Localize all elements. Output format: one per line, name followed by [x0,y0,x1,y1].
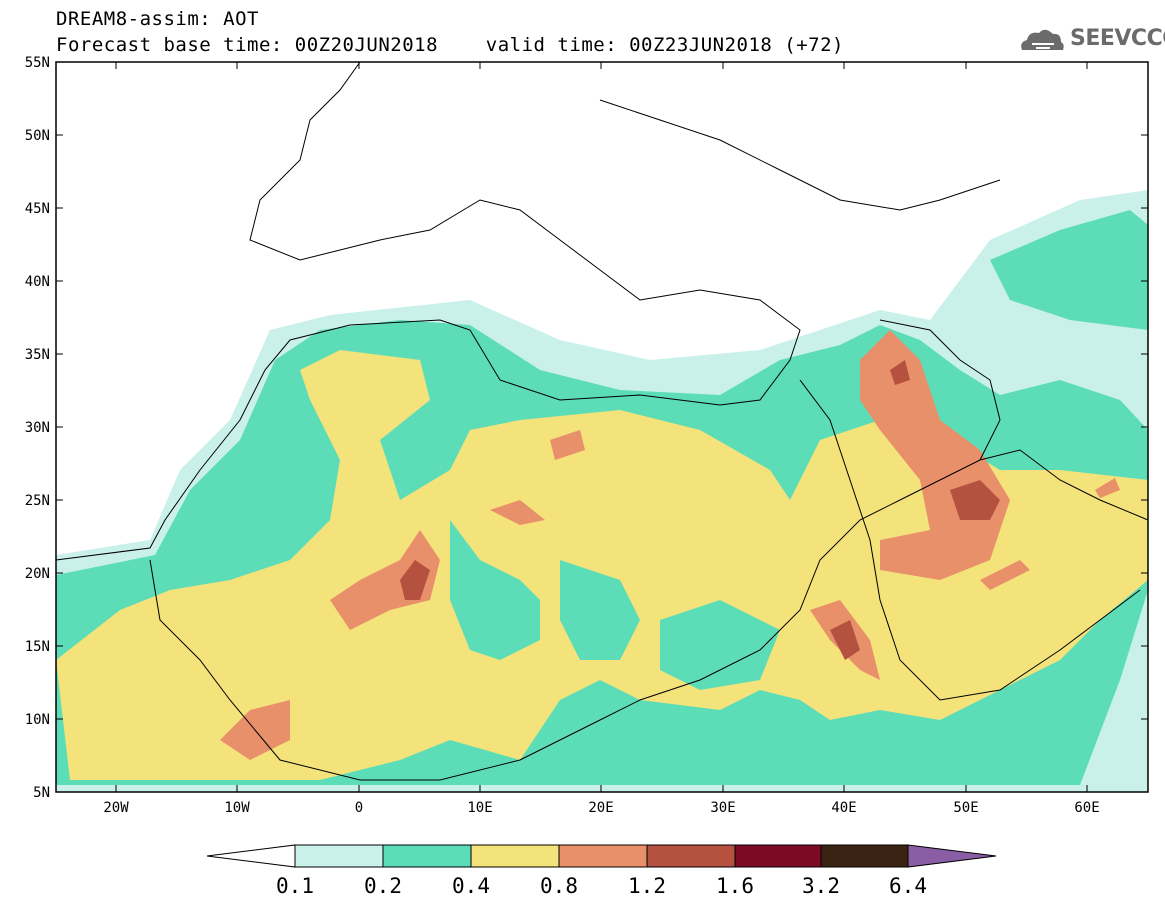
lon-tick-label: 30E [710,800,735,816]
lat-tick-label: 50N [25,128,50,144]
lat-tick-label: 40N [25,274,50,290]
forecast-time-subtitle: Forecast base time: 00Z20JUN2018 valid t… [56,34,844,56]
lat-tick-label: 15N [25,639,50,655]
lon-tick-label: 20E [588,800,613,816]
lon-tick-label: 40E [831,800,856,816]
lon-tick-label: 0 [355,800,363,816]
colorbar-swatch [820,844,909,868]
map-title: DREAM8-assim: AOT [56,8,259,30]
lat-tick-label: 20N [25,566,50,582]
lon-tick-label: 10W [224,800,250,816]
colorbar-swatch [646,844,736,868]
lon-axis: 20W 10W 0 10E 20E 30E 40E 50E 60E [103,62,1100,816]
seevccc-logo-text: SEEVCCC [1070,26,1165,51]
colorbar-label: 0.2 [364,874,402,898]
lon-tick-label: 20W [103,800,129,816]
lon-tick-label: 10E [467,800,492,816]
colorbar-low-arrow [206,844,296,868]
colorbar-swatch [470,844,560,868]
colorbar-label: 1.2 [628,874,666,898]
colorbar-label: 0.1 [276,874,314,898]
coastlines [56,62,1148,781]
colorbar-swatch [382,844,472,868]
lat-tick-label: 5N [33,785,50,801]
colorbar-swatch [734,844,822,868]
colorbar: 0.1 0.2 0.4 0.8 1.2 1.6 3.2 6.4 [206,844,997,898]
colorbar-swatch [294,844,384,868]
lon-tick-label: 50E [953,800,978,816]
lat-tick-label: 25N [25,493,50,509]
aot-field [56,190,1148,792]
colorbar-label: 1.6 [716,874,754,898]
colorbar-label: 3.2 [802,874,840,898]
lon-tick-label: 60E [1074,800,1099,816]
lat-axis: 55N 50N 45N 40N 35N 30N 25N 20N 15N 10N … [25,55,1148,801]
lat-tick-label: 55N [25,55,50,71]
lat-tick-label: 10N [25,712,50,728]
colorbar-swatch [558,844,648,868]
colorbar-label: 6.4 [889,874,927,898]
lat-tick-label: 30N [25,420,50,436]
colorbar-high-arrow [907,844,997,868]
cloud-logo-icon [1021,29,1064,50]
lat-tick-label: 35N [25,347,50,363]
lat-tick-label: 45N [25,201,50,217]
colorbar-label: 0.8 [540,874,578,898]
colorbar-label: 0.4 [452,874,490,898]
